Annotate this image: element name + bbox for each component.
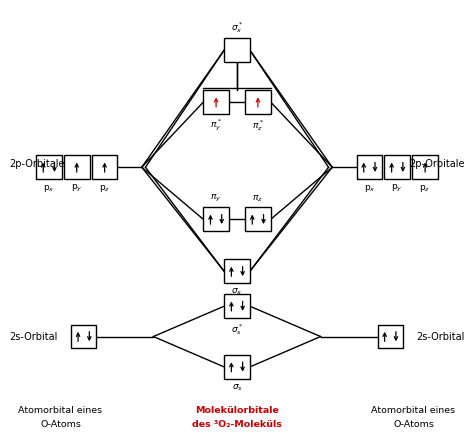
- Bar: [203, 207, 229, 231]
- Text: Atomorbital eines: Atomorbital eines: [372, 406, 456, 415]
- Text: p$_y$: p$_y$: [71, 183, 82, 194]
- Text: 2p-Orbitale: 2p-Orbitale: [409, 159, 465, 169]
- Text: p$_z$: p$_z$: [419, 183, 431, 194]
- Bar: [245, 207, 271, 231]
- Text: 2p-Orbitale: 2p-Orbitale: [9, 159, 65, 169]
- Text: O-Atoms: O-Atoms: [393, 420, 434, 429]
- Text: O-Atoms: O-Atoms: [40, 420, 81, 429]
- Text: Molekülorbitale: Molekülorbitale: [195, 406, 279, 415]
- Text: $\pi_z^*$: $\pi_z^*$: [252, 118, 264, 132]
- Bar: [92, 155, 118, 179]
- Bar: [36, 155, 62, 179]
- Text: $\sigma_s^*$: $\sigma_s^*$: [231, 322, 243, 337]
- Bar: [412, 155, 438, 179]
- Text: p$_z$: p$_z$: [99, 183, 110, 194]
- Text: Atomorbital eines: Atomorbital eines: [18, 406, 102, 415]
- Text: p$_x$: p$_x$: [43, 183, 55, 194]
- Text: $\pi_y^*$: $\pi_y^*$: [210, 118, 222, 133]
- Text: $\sigma_x^*$: $\sigma_x^*$: [231, 20, 243, 35]
- Bar: [203, 90, 229, 114]
- Bar: [224, 38, 250, 62]
- Bar: [356, 155, 382, 179]
- Bar: [377, 325, 403, 349]
- Bar: [224, 260, 250, 284]
- Text: $\sigma_x$: $\sigma_x$: [231, 287, 243, 297]
- Text: $\pi_y$: $\pi_y$: [210, 193, 222, 204]
- Text: $\pi_z$: $\pi_z$: [253, 193, 264, 204]
- Bar: [384, 155, 410, 179]
- Text: 2s-Orbital: 2s-Orbital: [416, 331, 465, 342]
- Bar: [245, 90, 271, 114]
- Bar: [64, 155, 90, 179]
- Bar: [224, 355, 250, 379]
- Text: p$_y$: p$_y$: [392, 183, 403, 194]
- Text: $\sigma_s$: $\sigma_s$: [232, 382, 242, 393]
- Bar: [71, 325, 97, 349]
- Text: p$_x$: p$_x$: [364, 183, 375, 194]
- Text: 2s-Orbital: 2s-Orbital: [9, 331, 58, 342]
- Text: des ³O₂-Moleküls: des ³O₂-Moleküls: [192, 420, 282, 429]
- Bar: [224, 294, 250, 318]
